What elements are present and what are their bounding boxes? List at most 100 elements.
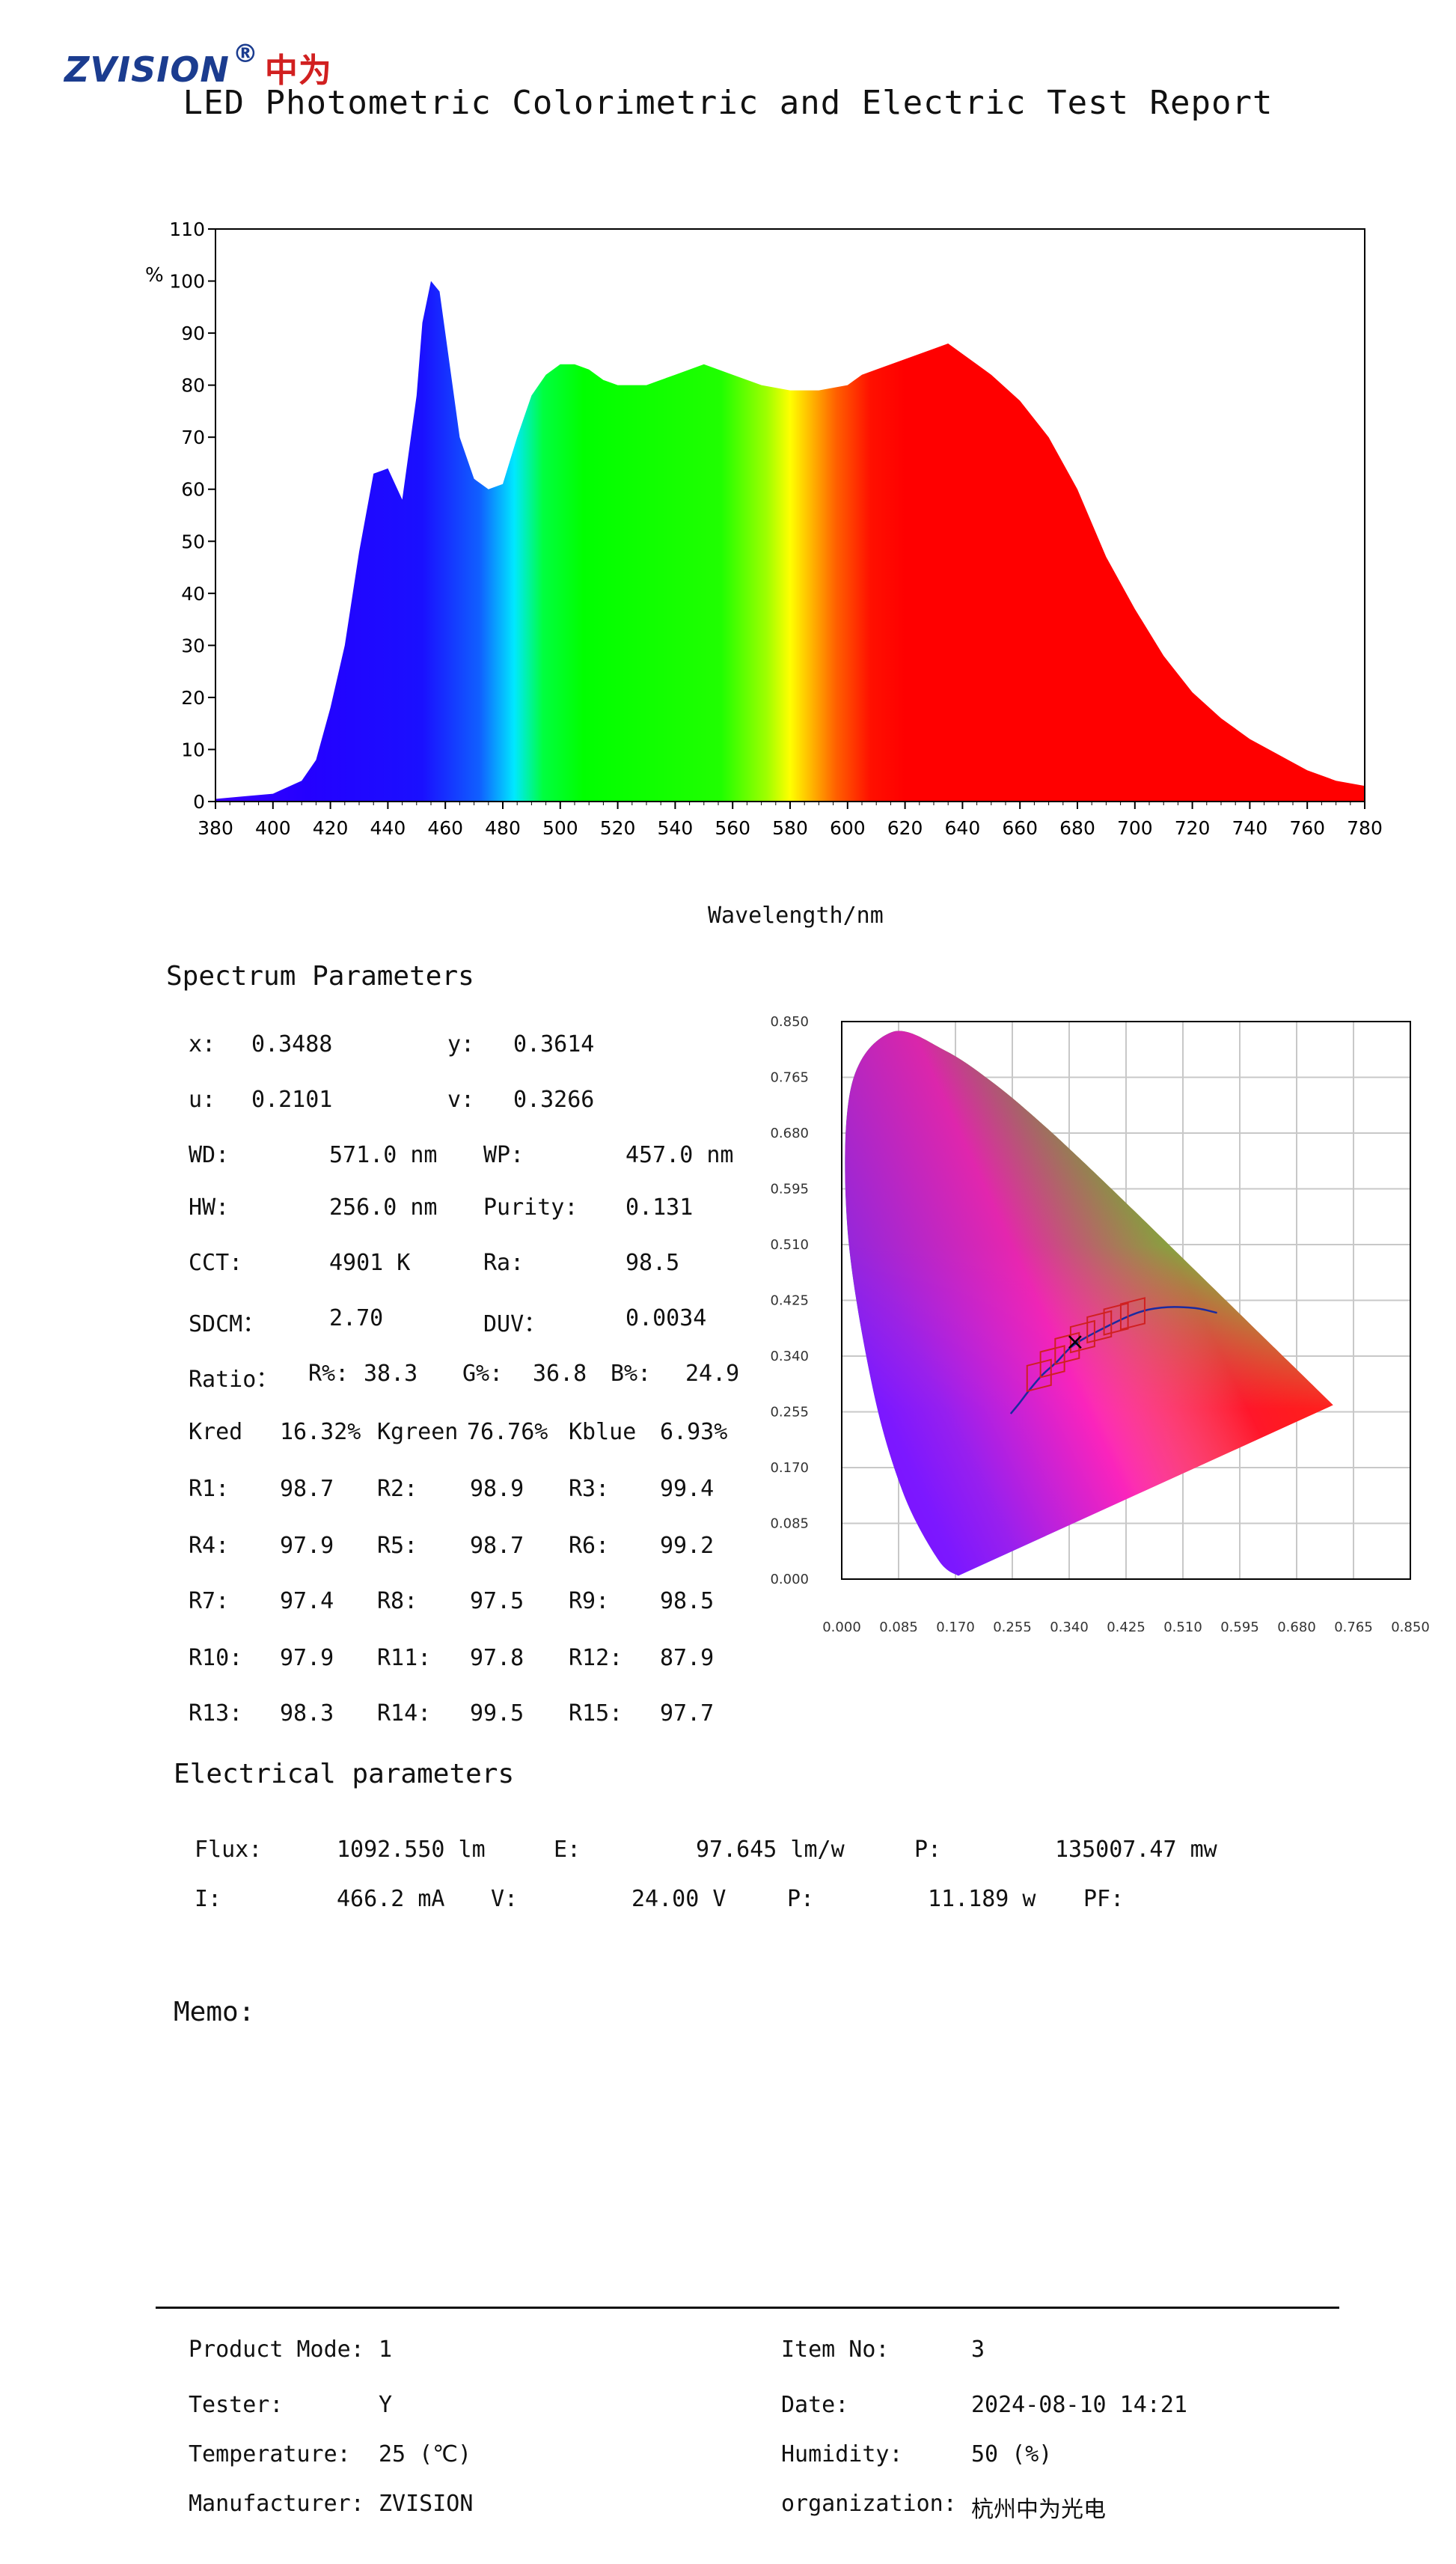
tester-value: Y (379, 2392, 393, 2418)
spectrum-x-tick-label: 420 (313, 817, 349, 839)
spectrum-x-tick-label: 760 (1289, 817, 1325, 839)
r14-label: R14: (377, 1700, 432, 1727)
spectrum-x-tick-label: 480 (485, 817, 521, 839)
cie-chromaticity-chart: 0.000 0.085 0.170 0.255 0.340 0.425 0.510 0.595… (770, 1014, 1430, 1632)
spectrum-x-axis-label: Wavelength/nm (708, 903, 884, 929)
kblue-value: 6.93% (660, 1419, 728, 1445)
cie-y-tick-label: 0.255 (770, 1405, 809, 1420)
y-coordinate-value: 0.3614 (513, 1031, 595, 1057)
organization-label: organization: (781, 2491, 957, 2517)
efficacy-value: 97.645 lm/w (696, 1837, 845, 1863)
ra-label: Ra: (483, 1250, 524, 1276)
blue-ratio-label: B%: (611, 1361, 652, 1387)
product-mode-value: 1 (379, 2336, 393, 2363)
temperature-value: 25 (℃) (379, 2441, 471, 2467)
x-coordinate-label: x: (189, 1031, 216, 1057)
r3-label: R3: (569, 1476, 610, 1502)
hw-label: HW: (189, 1194, 230, 1221)
spectrum-x-tick-label: 740 (1232, 817, 1268, 839)
sdcm-label: SDCM： (189, 1311, 266, 1337)
r4-value: 97.9 (280, 1533, 334, 1559)
macadam-ellipse-boxes (1026, 1297, 1145, 1393)
kgreen-value: 76.76% (467, 1419, 548, 1445)
kblue-label: Kblue (569, 1419, 637, 1445)
spectrum-x-tick-label: 600 (830, 817, 866, 839)
spectrum-y-tick-label: 70 (181, 427, 205, 448)
spectrum-x-tick-label: 520 (600, 817, 636, 839)
r12-label: R12: (569, 1645, 623, 1671)
power-mw-label: P: (914, 1837, 942, 1863)
cie-white-region (913, 1226, 1213, 1526)
spectrum-y-tick-label: 20 (181, 687, 205, 709)
red-ratio-value: 38.3 (364, 1361, 418, 1387)
company-logo: ZVISION ® 中为 (64, 39, 332, 91)
power-mw-value: 135007.47 mw (1055, 1837, 1217, 1863)
cie-x-tick-label: 0.170 (936, 1620, 975, 1632)
r13-label: R13: (189, 1700, 243, 1727)
spectrum-x-tick-label: 440 (370, 817, 406, 839)
cie-x-tick-label: 0.255 (993, 1620, 1032, 1632)
tester-label: Tester: (189, 2392, 284, 2418)
spectrum-y-tick-label: 30 (181, 635, 205, 656)
green-ratio-label: G%: (462, 1361, 504, 1387)
r5-label: R5: (377, 1533, 418, 1559)
r11-label: R11: (377, 1645, 432, 1671)
spectrum-area (215, 281, 1365, 802)
cie-x-tick-label: 0.595 (1220, 1620, 1259, 1632)
u-coordinate-value: 0.2101 (251, 1087, 333, 1113)
spectrum-y-tick-label: 90 (181, 323, 205, 344)
spectrum-x-tick-label: 720 (1175, 817, 1211, 839)
spectrum-y-tick-label: 0 (193, 791, 205, 813)
spectrum-x-tick-label: 500 (542, 817, 578, 839)
spectrum-x-tick-label: 580 (772, 817, 808, 839)
item-no-label: Item No: (781, 2336, 890, 2363)
registered-mark: ® (232, 39, 259, 69)
r5-value: 98.7 (470, 1533, 524, 1559)
hw-value: 256.0 nm (329, 1194, 438, 1221)
spectrum-parameters-heading: Spectrum Parameters (166, 961, 474, 992)
purity-label: Purity: (483, 1194, 578, 1221)
power-w-label: P: (787, 1886, 815, 1912)
r1-value: 98.7 (280, 1476, 334, 1502)
date-value: 2024-08-10 14:21 (971, 2392, 1187, 2418)
duv-value: 0.0034 (625, 1305, 707, 1331)
cie-y-tick-label: 0.000 (770, 1572, 809, 1587)
spectrum-x-tick-label: 400 (255, 817, 291, 839)
r7-label: R7: (189, 1588, 230, 1614)
green-ratio-value: 36.8 (533, 1361, 587, 1387)
temperature-label: Temperature: (189, 2441, 351, 2467)
r9-label: R9: (569, 1588, 610, 1614)
blue-ratio-value: 24.9 (685, 1361, 740, 1387)
spectrum-y-tick-label: 50 (181, 531, 205, 552)
spectrum-y-axis-label: % (145, 264, 164, 287)
item-no-value: 3 (971, 2336, 985, 2363)
logo-chinese: 中为 (264, 52, 332, 90)
cie-x-tick-label: 0.850 (1391, 1620, 1430, 1632)
measured-chromaticity-point (1068, 1335, 1082, 1349)
cct-value: 4901 K (329, 1250, 411, 1276)
r8-label: R8: (377, 1588, 418, 1614)
r15-value: 97.7 (660, 1700, 715, 1727)
cie-tolerance-box (1119, 1297, 1145, 1331)
cie-tolerance-box (1069, 1319, 1095, 1354)
electrical-parameters-heading: Electrical parameters (174, 1759, 515, 1789)
r2-label: R2: (377, 1476, 418, 1502)
r9-value: 98.5 (660, 1588, 715, 1614)
kgreen-label: Kgreen (377, 1419, 459, 1445)
power-w-value: 11.189 w (928, 1886, 1036, 1912)
cie-y-tick-label: 0.510 (770, 1237, 809, 1253)
x-coordinate-value: 0.3488 (251, 1031, 333, 1057)
spectrum-x-tick-label: 540 (658, 817, 694, 839)
ra-value: 98.5 (625, 1250, 680, 1276)
cie-x-tick-label: 0.765 (1334, 1620, 1373, 1632)
wp-label: WP: (483, 1142, 524, 1168)
spectrum-x-tick-label: 460 (427, 817, 463, 839)
cie-plot-frame (841, 1021, 1411, 1580)
power-factor-label: PF: (1083, 1886, 1125, 1912)
r10-label: R10: (189, 1645, 243, 1671)
spectrum-x-tick-label: 780 (1347, 817, 1383, 839)
cie-y-tick-label: 0.085 (770, 1516, 809, 1532)
cie-x-tick-label: 0.000 (822, 1620, 861, 1632)
cct-label: CCT: (189, 1250, 243, 1276)
spectrum-x-tick-label: 680 (1059, 817, 1095, 839)
